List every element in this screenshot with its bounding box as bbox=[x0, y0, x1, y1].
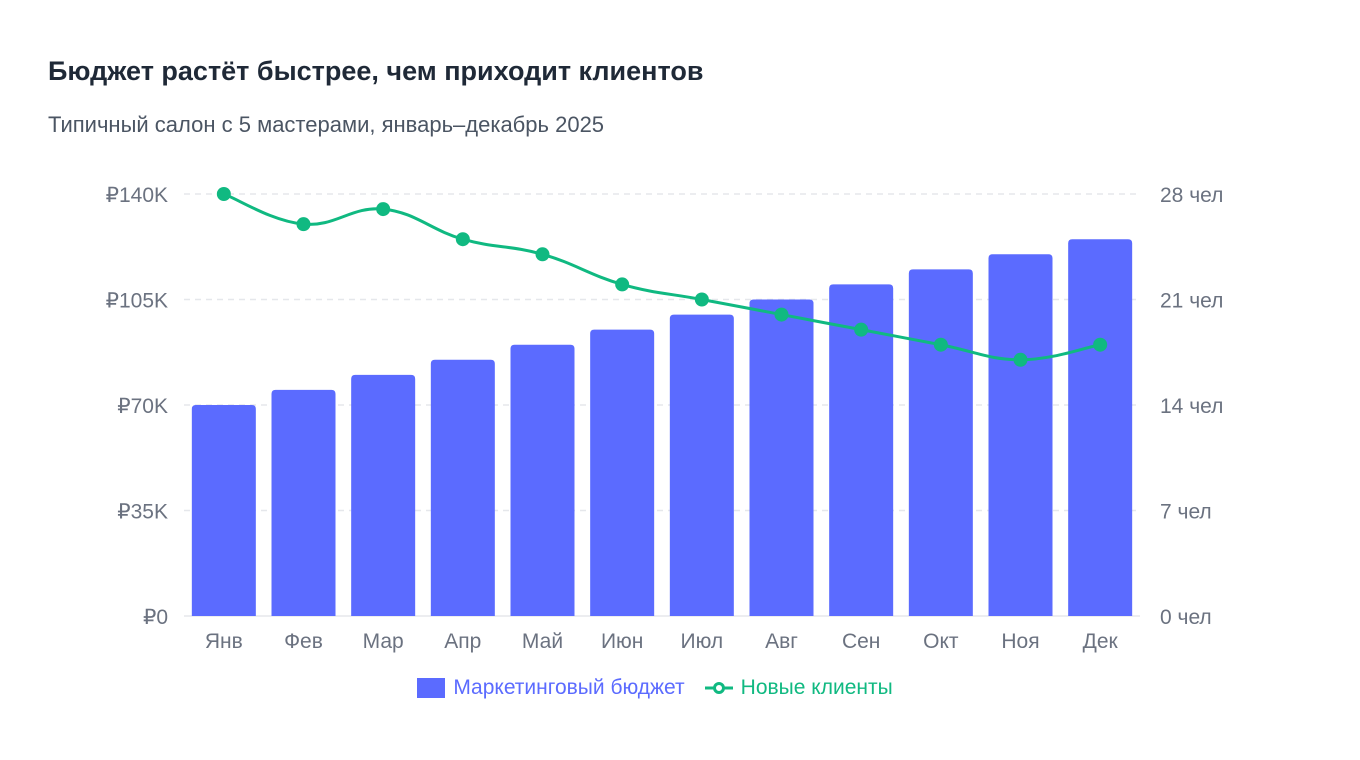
bar bbox=[191, 405, 256, 616]
legend-item-clients[interactable]: Новые клиенты bbox=[704, 676, 893, 700]
bar bbox=[669, 314, 734, 616]
chart-subtitle: Типичный салон с 5 мастерами, январь–дек… bbox=[48, 112, 605, 137]
line-point bbox=[455, 232, 470, 247]
line-point bbox=[216, 187, 231, 201]
line-point bbox=[933, 337, 948, 352]
line-point bbox=[296, 217, 311, 232]
clients-line bbox=[223, 192, 1101, 362]
y-right-tick-label: 21 чел bbox=[1160, 290, 1223, 313]
chart-legend: Маркетинговый бюджет Новые клиенты bbox=[0, 676, 1310, 700]
y-right-tick-label: 28 чел bbox=[1160, 184, 1223, 207]
y-right-tick-label: 7 чел bbox=[1160, 501, 1212, 524]
x-tick-label: Дек bbox=[1083, 630, 1119, 653]
bar bbox=[1068, 239, 1133, 616]
y-left-tick-label: ₽105K bbox=[106, 290, 168, 313]
bar bbox=[988, 254, 1053, 617]
bar bbox=[590, 329, 655, 616]
y-left-tick-label: ₽140K bbox=[106, 184, 168, 207]
x-tick-label: Окт bbox=[923, 630, 959, 653]
line-point bbox=[535, 247, 550, 262]
line-point bbox=[1013, 352, 1028, 367]
x-tick-label: Авг bbox=[765, 630, 798, 653]
x-tick-label: Июл bbox=[681, 630, 724, 653]
line-point bbox=[1093, 337, 1108, 352]
line-point bbox=[376, 202, 391, 217]
legend-bar-swatch bbox=[417, 678, 446, 698]
legend-item-budget[interactable]: Маркетинговый бюджет bbox=[417, 676, 685, 700]
line-point bbox=[615, 277, 630, 292]
x-tick-label: Май bbox=[522, 630, 563, 653]
chart-title: Бюджет растёт быстрее, чем приходит клие… bbox=[48, 56, 704, 86]
y-left-tick-label: ₽0 bbox=[143, 606, 168, 629]
x-tick-label: Июн bbox=[601, 630, 643, 653]
x-tick-label: Апр bbox=[444, 630, 481, 653]
bar bbox=[749, 299, 814, 616]
legend-line-swatch bbox=[704, 682, 733, 694]
combo-chart: ₽0 0 чел ₽35K 7 чел ₽70K 14 чел ₽105K 21 чел ₽14… bbox=[106, 184, 1224, 653]
line-point bbox=[774, 307, 789, 322]
y-left-tick-label: ₽35K bbox=[117, 501, 168, 524]
x-tick-label: Янв bbox=[205, 630, 243, 653]
bar bbox=[271, 389, 336, 616]
x-tick-label: Мар bbox=[363, 630, 404, 653]
legend-label-clients: Новые клиенты bbox=[740, 676, 893, 699]
x-tick-label: Сен bbox=[842, 630, 880, 653]
line-point bbox=[694, 292, 709, 307]
bar bbox=[430, 359, 495, 616]
bar bbox=[351, 374, 416, 616]
y-right-tick-label: 14 чел bbox=[1160, 395, 1223, 418]
x-tick-label: Ноя bbox=[1001, 630, 1039, 653]
y-left-tick-label: ₽70K bbox=[117, 395, 168, 418]
bar bbox=[908, 269, 973, 616]
y-right-tick-label: 0 чел bbox=[1160, 606, 1212, 629]
legend-label-budget: Маркетинговый бюджет bbox=[453, 676, 685, 699]
bar bbox=[510, 344, 575, 616]
bar bbox=[829, 284, 894, 616]
line-point bbox=[854, 322, 869, 337]
x-tick-label: Фев bbox=[284, 630, 323, 653]
